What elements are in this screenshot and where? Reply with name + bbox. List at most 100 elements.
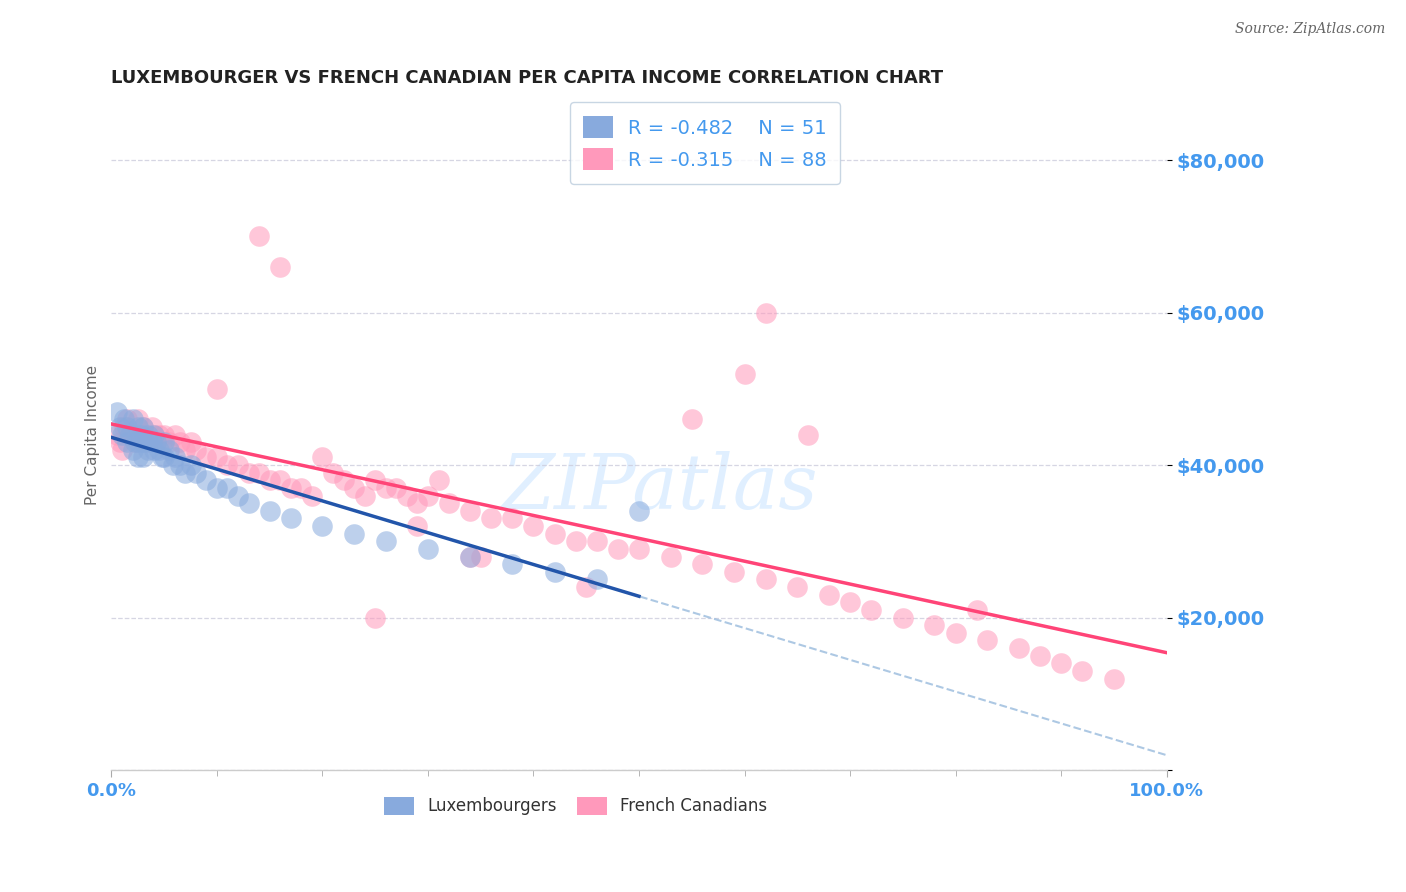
Point — [627, 541, 650, 556]
Point — [259, 504, 281, 518]
Point — [112, 420, 135, 434]
Point — [148, 427, 170, 442]
Point — [141, 420, 163, 434]
Point — [818, 588, 841, 602]
Point — [311, 519, 333, 533]
Legend: Luxembourgers, French Canadians: Luxembourgers, French Canadians — [377, 790, 775, 822]
Point — [105, 427, 128, 442]
Point — [406, 496, 429, 510]
Point — [797, 427, 820, 442]
Point — [269, 473, 291, 487]
Point — [142, 442, 165, 457]
Point — [145, 435, 167, 450]
Point — [145, 435, 167, 450]
Point — [129, 427, 152, 442]
Point — [301, 489, 323, 503]
Point — [364, 610, 387, 624]
Point — [174, 442, 197, 457]
Point — [105, 405, 128, 419]
Point — [238, 496, 260, 510]
Point — [860, 603, 883, 617]
Point — [976, 633, 998, 648]
Point — [115, 412, 138, 426]
Point — [163, 450, 186, 465]
Point — [142, 427, 165, 442]
Point — [127, 435, 149, 450]
Point — [343, 481, 366, 495]
Point — [121, 427, 143, 442]
Point — [124, 435, 146, 450]
Point — [280, 481, 302, 495]
Point — [353, 489, 375, 503]
Point — [585, 534, 607, 549]
Point — [132, 420, 155, 434]
Point — [322, 466, 344, 480]
Point — [522, 519, 544, 533]
Point — [121, 412, 143, 426]
Point — [269, 260, 291, 274]
Point — [138, 427, 160, 442]
Y-axis label: Per Capita Income: Per Capita Income — [86, 365, 100, 505]
Point — [142, 427, 165, 442]
Point — [259, 473, 281, 487]
Point — [692, 557, 714, 571]
Point — [184, 466, 207, 480]
Point — [111, 427, 134, 442]
Point — [395, 489, 418, 503]
Point — [575, 580, 598, 594]
Point — [150, 450, 173, 465]
Text: ZIPatlas: ZIPatlas — [502, 451, 818, 525]
Point — [1050, 657, 1073, 671]
Point — [124, 435, 146, 450]
Point — [966, 603, 988, 617]
Point — [416, 489, 439, 503]
Text: Source: ZipAtlas.com: Source: ZipAtlas.com — [1234, 22, 1385, 37]
Point — [280, 511, 302, 525]
Point — [120, 427, 142, 442]
Point — [112, 412, 135, 426]
Point — [153, 450, 176, 465]
Point — [247, 466, 270, 480]
Point — [924, 618, 946, 632]
Point — [755, 305, 778, 319]
Point — [138, 435, 160, 450]
Point — [205, 450, 228, 465]
Point — [134, 435, 156, 450]
Point — [108, 435, 131, 450]
Point — [153, 435, 176, 450]
Point — [226, 489, 249, 503]
Point — [406, 519, 429, 533]
Point — [458, 504, 481, 518]
Point — [734, 367, 756, 381]
Point — [127, 420, 149, 434]
Point — [195, 473, 218, 487]
Point — [247, 229, 270, 244]
Point — [217, 481, 239, 495]
Point — [141, 435, 163, 450]
Point — [226, 458, 249, 472]
Point — [427, 473, 450, 487]
Point — [184, 442, 207, 457]
Point — [127, 450, 149, 465]
Point — [585, 573, 607, 587]
Point — [755, 573, 778, 587]
Point — [150, 435, 173, 450]
Point — [385, 481, 408, 495]
Point — [332, 473, 354, 487]
Point — [121, 442, 143, 457]
Point — [129, 427, 152, 442]
Point — [458, 549, 481, 564]
Point — [159, 435, 181, 450]
Point — [195, 450, 218, 465]
Point — [169, 458, 191, 472]
Point — [180, 435, 202, 450]
Point — [132, 420, 155, 434]
Point — [162, 458, 184, 472]
Point — [127, 412, 149, 426]
Point — [786, 580, 808, 594]
Point — [134, 427, 156, 442]
Point — [659, 549, 682, 564]
Point — [108, 420, 131, 434]
Point — [115, 435, 138, 450]
Point — [839, 595, 862, 609]
